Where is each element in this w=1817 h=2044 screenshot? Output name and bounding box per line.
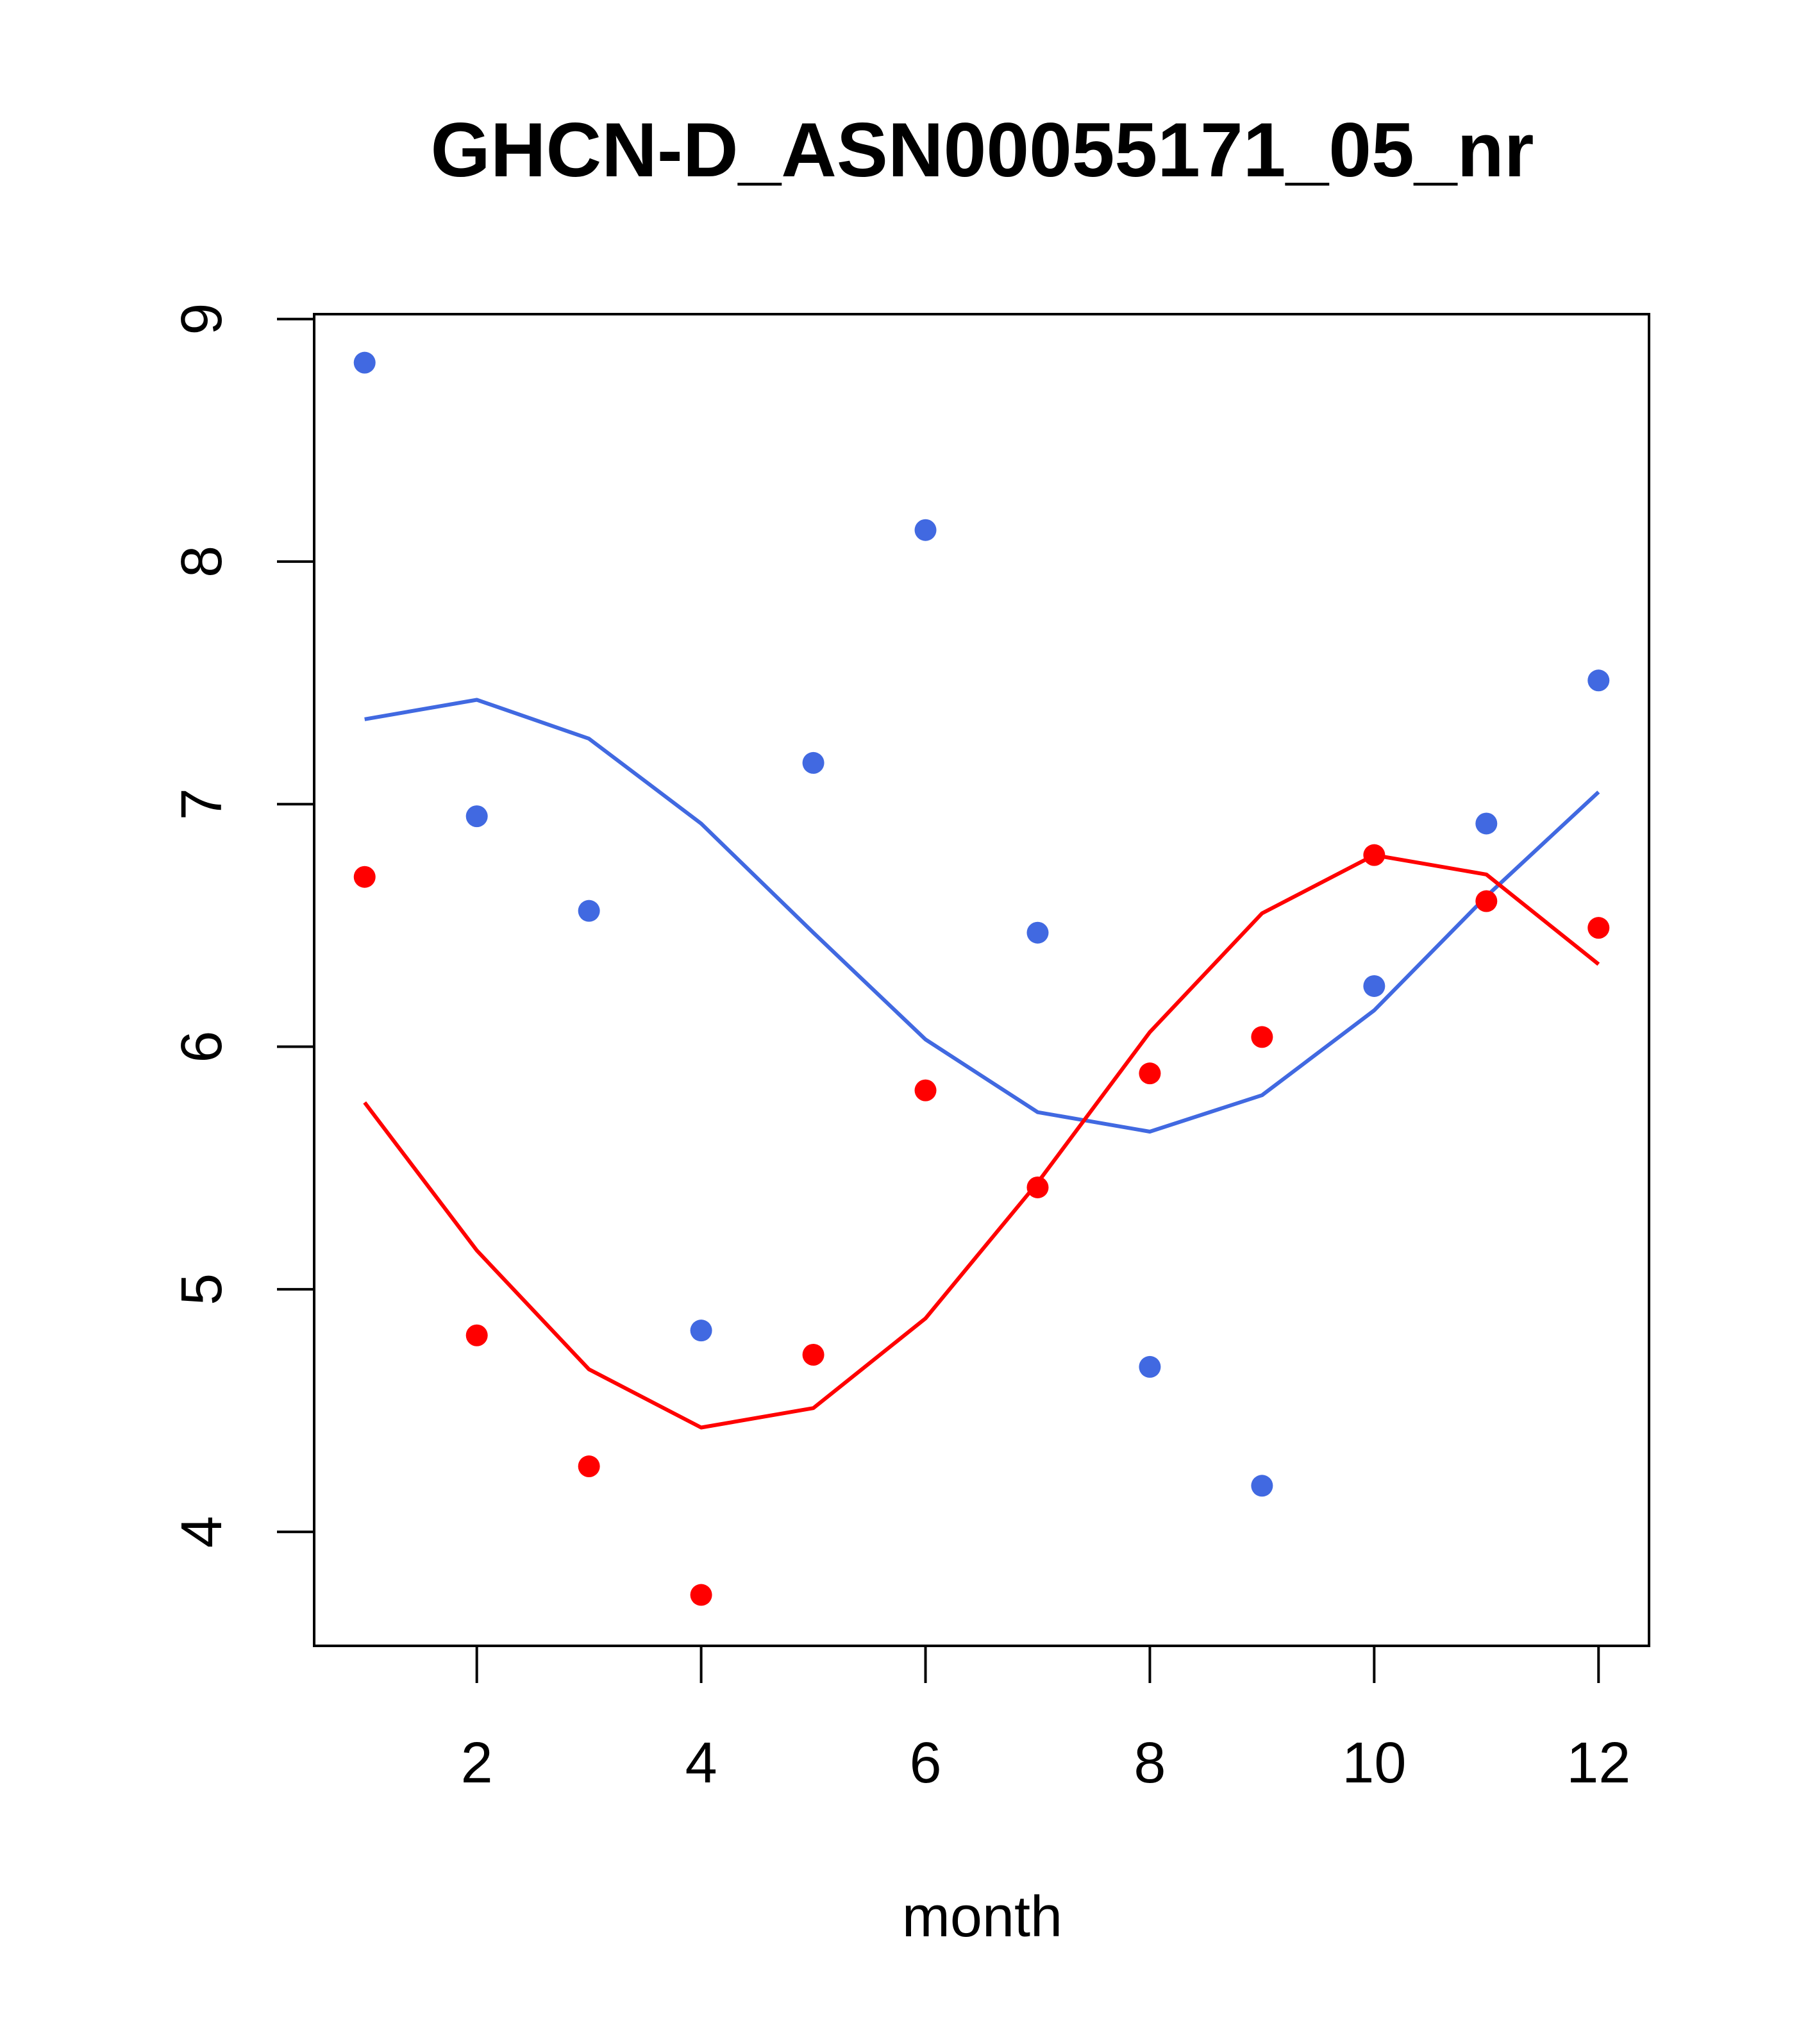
series-2-point xyxy=(1251,1026,1273,1048)
series-1-point xyxy=(914,519,937,541)
series-1-point xyxy=(690,1319,712,1342)
y-tick-label: 6 xyxy=(170,1031,234,1063)
y-tick-label: 4 xyxy=(170,1516,234,1548)
series-2-point xyxy=(1139,1062,1161,1085)
y-tick-label: 8 xyxy=(170,546,234,578)
series-1-point xyxy=(465,805,488,828)
x-tick-label: 4 xyxy=(685,1731,717,1795)
series-1-point xyxy=(802,751,825,774)
series-1-point xyxy=(1475,812,1498,835)
series-2-point xyxy=(1363,844,1386,866)
x-axis-label: month xyxy=(902,1885,1062,1949)
series-1-point xyxy=(1139,1355,1161,1378)
x-tick-label: 6 xyxy=(909,1731,941,1795)
y-tick-label: 5 xyxy=(170,1273,234,1305)
series-2-point xyxy=(1475,890,1498,912)
x-tick-label: 2 xyxy=(461,1731,493,1795)
series-2-point xyxy=(690,1584,712,1606)
plot-area-frame xyxy=(313,313,1650,1647)
series-2-point xyxy=(1026,1176,1049,1198)
chart-title: GHCN-D_ASN00055171_05_nr xyxy=(431,107,1534,193)
y-tick-label: 7 xyxy=(170,788,234,820)
series-2-line xyxy=(363,853,1600,1430)
series-1-point xyxy=(353,351,376,374)
x-tick-label: 10 xyxy=(1342,1731,1406,1795)
series-2-point xyxy=(1587,917,1610,939)
series-2-point xyxy=(578,1455,600,1478)
series-2-point xyxy=(465,1324,488,1346)
series-1-point xyxy=(578,900,600,922)
series-1-line xyxy=(364,698,1600,1134)
series-1-point xyxy=(1587,669,1610,692)
series-1-point xyxy=(1026,921,1049,944)
series-2-point xyxy=(802,1344,825,1366)
y-axis: 4 5 6 7 8 9 xyxy=(170,303,314,1548)
y-tick-label: 9 xyxy=(170,303,234,335)
series-layer xyxy=(353,351,1610,1606)
series-1-point xyxy=(1363,975,1386,997)
x-tick-label: 8 xyxy=(1134,1731,1166,1795)
series-2-point xyxy=(914,1079,937,1102)
x-tick-label: 12 xyxy=(1566,1731,1630,1795)
series-1-point xyxy=(1251,1475,1273,1497)
x-axis: 2 4 6 8 10 12 xyxy=(461,1646,1630,1795)
series-2-point xyxy=(353,866,376,888)
